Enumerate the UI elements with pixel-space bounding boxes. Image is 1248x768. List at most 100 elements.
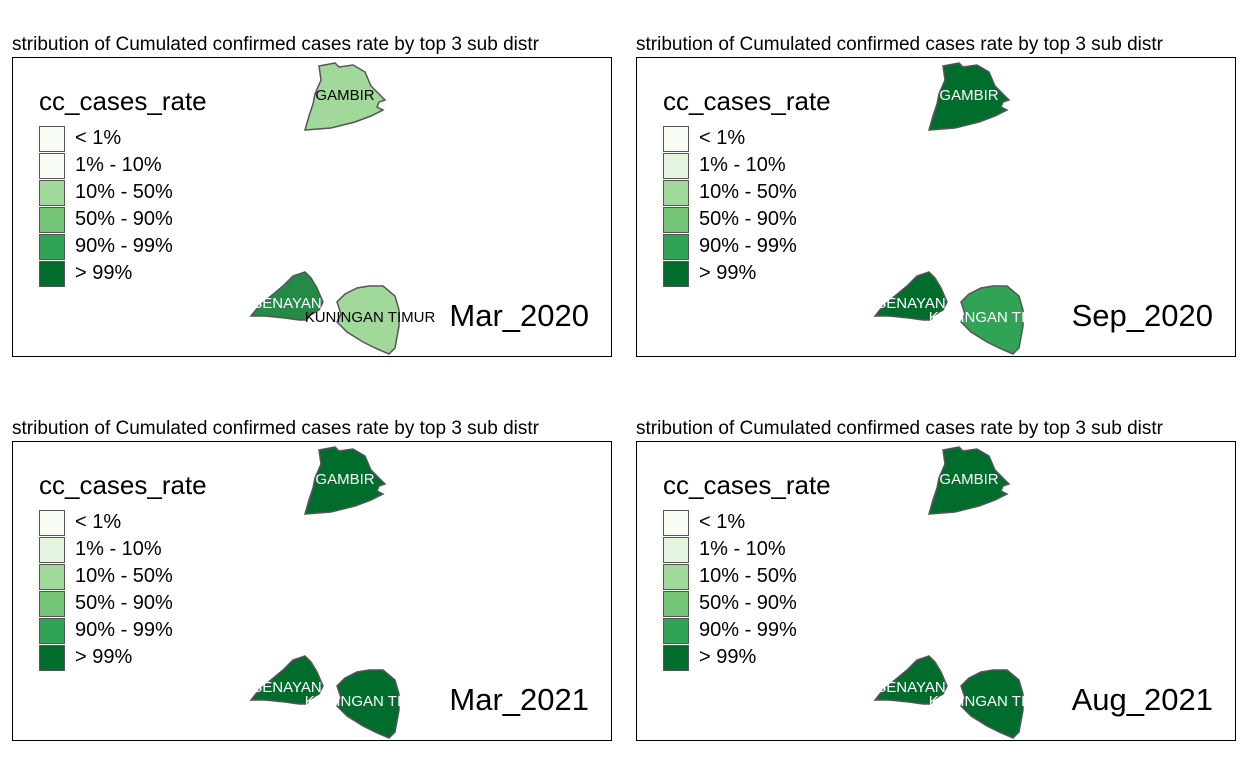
legend-item: 1% - 10% (663, 153, 863, 180)
region-label-gambir: GAMBIR (939, 471, 998, 488)
legend-item: 90% - 99% (663, 234, 863, 261)
legend-title: cc_cases_rate (663, 470, 831, 500)
region-label-senayan: SENAYAN (876, 295, 945, 312)
region-label-senayan: SENAYAN (252, 295, 321, 312)
region-kuningan (336, 285, 400, 355)
legend-swatch (663, 537, 689, 563)
region-label-kuningan: KUNINGAN TIMUR (929, 693, 1060, 710)
map-frame: GAMBIR SENAYAN KUNINGAN TIMUR cc_cases_rate… (636, 441, 1236, 741)
legend-label: < 1% (699, 511, 746, 533)
legend-label: 50% - 90% (699, 208, 797, 230)
region-gambir (927, 62, 1011, 131)
region-kuningan (336, 669, 400, 739)
legend-item: 1% - 10% (39, 153, 239, 180)
legend-label: 50% - 90% (75, 208, 173, 230)
legend-label: > 99% (75, 646, 133, 668)
period-label: Mar_2020 (449, 298, 589, 333)
legend-swatch (39, 591, 65, 617)
legend-label: < 1% (75, 127, 122, 149)
legend-swatch (39, 564, 65, 590)
legend-item: > 99% (663, 261, 863, 288)
legend-item: 50% - 90% (39, 591, 239, 618)
legend-item: 10% - 50% (39, 564, 239, 591)
region-label-kuningan: KUNINGAN TIMUR (929, 309, 1060, 326)
legend-item: > 99% (663, 645, 863, 672)
legend-swatch (663, 261, 689, 287)
legend-item: 90% - 99% (663, 618, 863, 645)
panel-title: stribution of Cumulated confirmed cases … (636, 418, 1163, 439)
legend-label: 90% - 99% (699, 235, 797, 257)
legend-swatch (39, 207, 65, 233)
legend-swatch (39, 510, 65, 536)
legend-label: > 99% (75, 262, 133, 284)
legend-swatch (663, 510, 689, 536)
legend-swatch (663, 180, 689, 206)
legend-label: < 1% (699, 127, 746, 149)
legend-item: 1% - 10% (663, 537, 863, 564)
panel-title: stribution of Cumulated confirmed cases … (12, 34, 539, 55)
legend-label: 10% - 50% (75, 181, 173, 203)
legend-title: cc_cases_rate (39, 470, 207, 500)
legend-label: 1% - 10% (699, 538, 786, 560)
legend-item: < 1% (39, 126, 239, 153)
map-frame: GAMBIR SENAYAN KUNINGAN TIMUR cc_cases_rate… (636, 57, 1236, 357)
legend-item: 90% - 99% (39, 234, 239, 261)
region-label-senayan: SENAYAN (876, 679, 945, 696)
legend-label: 90% - 99% (699, 619, 797, 641)
region-label-senayan: SENAYAN (252, 679, 321, 696)
region-label-gambir: GAMBIR (939, 87, 998, 104)
map-panel: stribution of Cumulated confirmed cases … (636, 33, 1236, 357)
region-label-gambir: GAMBIR (315, 87, 374, 104)
legend-label: 1% - 10% (75, 538, 162, 560)
legend-swatch (663, 207, 689, 233)
legend-label: 50% - 90% (75, 592, 173, 614)
legend-label: 50% - 90% (699, 592, 797, 614)
region-kuningan (960, 285, 1024, 355)
legend-swatch (663, 126, 689, 152)
legend-item: < 1% (39, 510, 239, 537)
legend-label: < 1% (75, 511, 122, 533)
legend-item: 10% - 50% (663, 564, 863, 591)
legend-label: 90% - 99% (75, 235, 173, 257)
period-label: Sep_2020 (1071, 298, 1213, 333)
region-gambir (303, 62, 387, 131)
legend-swatch (663, 618, 689, 644)
legend-swatch (39, 645, 65, 671)
legend-item: 10% - 50% (39, 180, 239, 207)
legend-label: > 99% (699, 262, 757, 284)
panel-title: stribution of Cumulated confirmed cases … (12, 418, 539, 439)
legend-label: 10% - 50% (75, 565, 173, 587)
region-gambir (927, 446, 1011, 515)
legend-item: 50% - 90% (663, 207, 863, 234)
legend-swatch (39, 261, 65, 287)
legend-item: 90% - 99% (39, 618, 239, 645)
legend-swatch (39, 180, 65, 206)
legend-item: < 1% (663, 126, 863, 153)
period-label: Aug_2021 (1071, 682, 1213, 717)
legend-item: > 99% (39, 645, 239, 672)
legend-swatch (39, 126, 65, 152)
map-frame: GAMBIR SENAYAN KUNINGAN TIMUR cc_cases_rate… (12, 57, 612, 357)
region-label-gambir: GAMBIR (315, 471, 374, 488)
panel-title: stribution of Cumulated confirmed cases … (636, 34, 1163, 55)
legend-swatch (663, 591, 689, 617)
region-label-kuningan: KUNINGAN TIMUR (305, 693, 436, 710)
period-label: Mar_2021 (449, 682, 589, 717)
legend-label: 10% - 50% (699, 565, 797, 587)
legend-swatch (663, 564, 689, 590)
legend-label: 1% - 10% (699, 154, 786, 176)
region-label-kuningan: KUNINGAN TIMUR (305, 309, 436, 326)
region-kuningan (960, 669, 1024, 739)
legend-item: < 1% (663, 510, 863, 537)
map-frame: GAMBIR SENAYAN KUNINGAN TIMUR cc_cases_rate… (12, 441, 612, 741)
legend-item: 50% - 90% (39, 207, 239, 234)
legend-label: > 99% (699, 646, 757, 668)
map-panel: stribution of Cumulated confirmed cases … (12, 417, 612, 741)
legend-swatch (39, 537, 65, 563)
map-panel: stribution of Cumulated confirmed cases … (636, 417, 1236, 741)
legend-swatch (663, 645, 689, 671)
